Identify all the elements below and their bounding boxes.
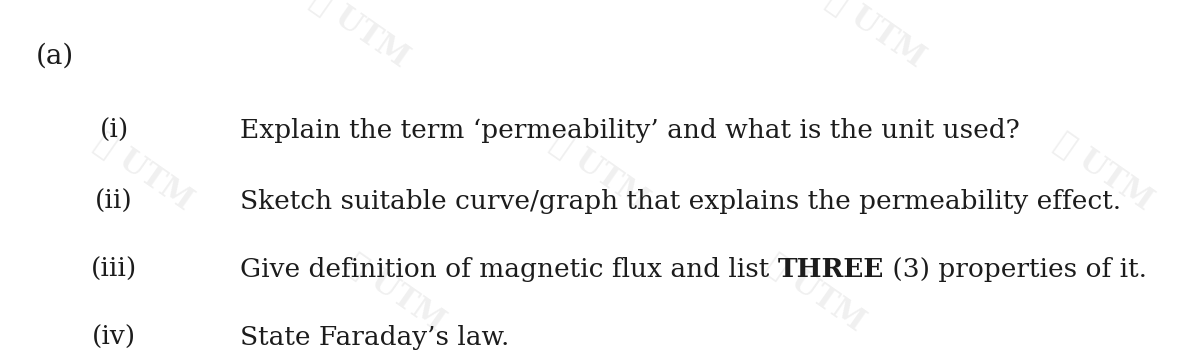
Text: ٦ UTM: ٦ UTM: [761, 248, 871, 337]
Text: ٦ UTM: ٦ UTM: [1049, 127, 1159, 216]
Text: ٦ UTM: ٦ UTM: [821, 0, 931, 73]
Text: (i): (i): [100, 118, 128, 143]
Text: Sketch suitable curve/graph that explains the permeability effect.: Sketch suitable curve/graph that explain…: [240, 189, 1121, 214]
Text: (iii): (iii): [91, 257, 137, 282]
Text: ٦ UTM: ٦ UTM: [545, 127, 655, 216]
Text: State Faraday’s law.: State Faraday’s law.: [240, 325, 509, 350]
Text: Explain the term ‘permeability’ and what is the unit used?: Explain the term ‘permeability’ and what…: [240, 118, 1020, 143]
Text: ٦ UTM: ٦ UTM: [89, 127, 199, 216]
Text: ٦ UTM: ٦ UTM: [341, 248, 451, 337]
Text: (iv): (iv): [92, 325, 136, 350]
Text: ٦ UTM: ٦ UTM: [305, 0, 415, 73]
Text: Give definition of magnetic flux and list: Give definition of magnetic flux and lis…: [240, 257, 778, 282]
Text: (a): (a): [36, 43, 74, 70]
Text: THREE: THREE: [778, 257, 884, 282]
Text: (3) properties of it.: (3) properties of it.: [884, 257, 1147, 282]
Text: (ii): (ii): [95, 189, 133, 214]
